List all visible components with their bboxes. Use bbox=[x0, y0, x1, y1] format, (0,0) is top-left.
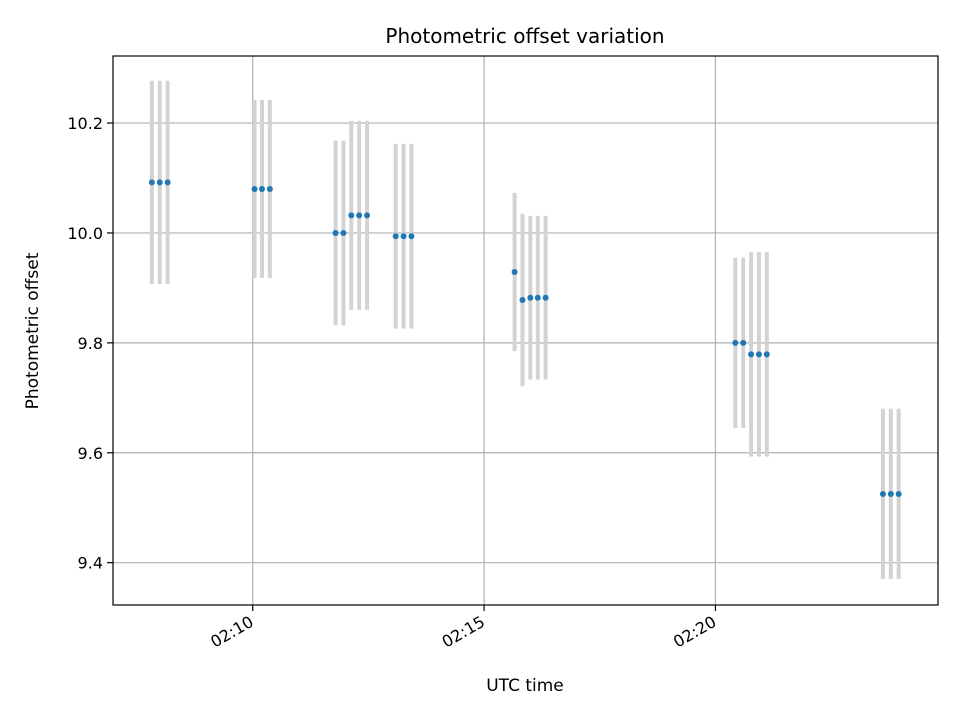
y-tick-label: 9.6 bbox=[78, 444, 103, 463]
data-point bbox=[740, 339, 747, 346]
data-point bbox=[164, 179, 171, 186]
data-point bbox=[148, 179, 155, 186]
data-point bbox=[763, 351, 770, 358]
data-points bbox=[148, 179, 902, 497]
data-point bbox=[895, 490, 902, 497]
data-point bbox=[732, 339, 739, 346]
data-point bbox=[266, 185, 273, 192]
y-axis-label: Photometric offset bbox=[23, 252, 43, 409]
grid-lines bbox=[113, 56, 938, 605]
data-point bbox=[755, 351, 762, 358]
data-point bbox=[258, 185, 265, 192]
data-point bbox=[340, 229, 347, 236]
y-axis-ticks: 9.4 9.6 9.8 10.0 10.2 bbox=[67, 114, 113, 573]
y-tick-label: 9.4 bbox=[78, 554, 103, 573]
y-tick-label: 10.0 bbox=[67, 224, 103, 243]
data-point bbox=[356, 212, 363, 219]
plot-frame bbox=[112, 55, 939, 606]
data-point bbox=[527, 294, 534, 301]
data-point bbox=[364, 212, 371, 219]
data-point bbox=[348, 212, 355, 219]
data-point bbox=[748, 351, 755, 358]
y-tick-label: 10.2 bbox=[67, 114, 103, 133]
data-point bbox=[408, 233, 415, 240]
data-point bbox=[392, 233, 399, 240]
x-axis-label: UTC time bbox=[486, 676, 564, 696]
data-point bbox=[511, 268, 518, 275]
data-point bbox=[542, 294, 549, 301]
data-point bbox=[251, 185, 258, 192]
y-tick-label: 9.8 bbox=[78, 334, 103, 353]
data-point bbox=[332, 229, 339, 236]
data-point bbox=[400, 233, 407, 240]
chart-title: Photometric offset variation bbox=[385, 24, 664, 48]
data-point bbox=[887, 490, 894, 497]
data-point bbox=[879, 490, 886, 497]
data-point bbox=[519, 297, 526, 303]
data-point bbox=[156, 179, 163, 186]
data-point bbox=[534, 294, 541, 301]
